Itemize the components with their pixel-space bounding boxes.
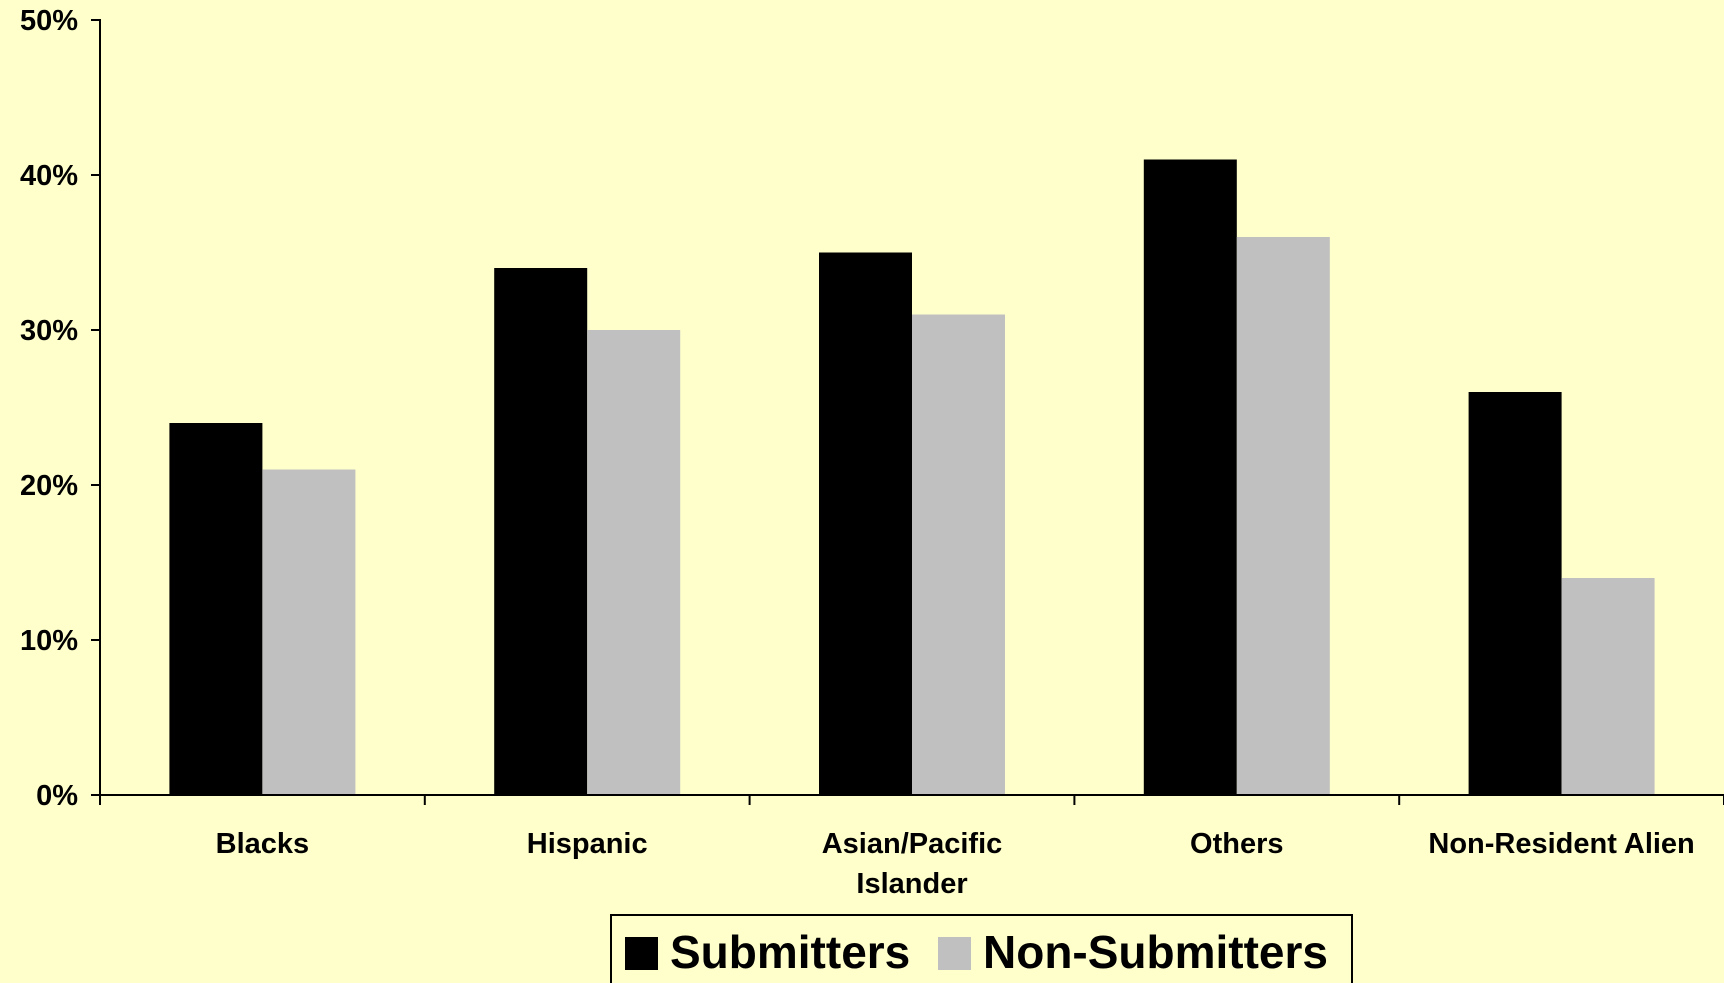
x-category-label-line: Blacks (216, 828, 310, 860)
x-category-label: Others (1190, 828, 1283, 860)
legend-swatch (625, 937, 658, 970)
bar-submitters (1143, 159, 1237, 795)
bar-submitters (819, 252, 912, 795)
x-category-label-line: Hispanic (527, 828, 648, 860)
y-tick-label: 20% (20, 470, 78, 502)
bar-non-submitters (587, 330, 681, 795)
axes (99, 19, 1724, 805)
legend-label: Submitters (670, 926, 910, 978)
x-category-label: Non-Resident Alien (1428, 828, 1694, 860)
y-tick-label: 10% (20, 625, 78, 657)
y-axis-ticks: 0% 10% 20% 30% 40% 50% (20, 5, 100, 812)
bar-submitters (494, 268, 588, 795)
bar-non-submitters (262, 469, 356, 795)
x-category-label-line: Others (1190, 828, 1283, 860)
bar-submitters (1468, 392, 1562, 795)
x-category-label-line: Non-Resident Alien (1428, 828, 1694, 860)
bar-submitters (169, 423, 263, 795)
x-category-label-line: Asian/Pacific (822, 828, 1003, 860)
bars (169, 159, 1655, 795)
y-tick-label: 0% (36, 780, 78, 812)
legend-box (610, 914, 1353, 983)
legend-swatch (938, 937, 971, 970)
bar-non-submitters (1236, 237, 1330, 795)
x-category-label: Hispanic (527, 828, 648, 860)
bar-non-submitters (1561, 578, 1655, 795)
y-tick-label: 50% (20, 5, 78, 37)
legend-label: Non-Submitters (983, 926, 1328, 978)
bar-non-submitters (912, 314, 1005, 795)
x-category-label: Asian/Pacific Islander (822, 828, 1003, 900)
x-category-label-line: Islander (856, 868, 967, 900)
x-axis-labels: Blacks Hispanic Asian/Pacific Islander Other… (216, 828, 1695, 900)
y-tick-label: 30% (20, 315, 78, 347)
y-tick-label: 40% (20, 160, 78, 192)
x-category-label: Blacks (216, 828, 310, 860)
legend: Submitters Non-Submitters (610, 914, 1353, 983)
